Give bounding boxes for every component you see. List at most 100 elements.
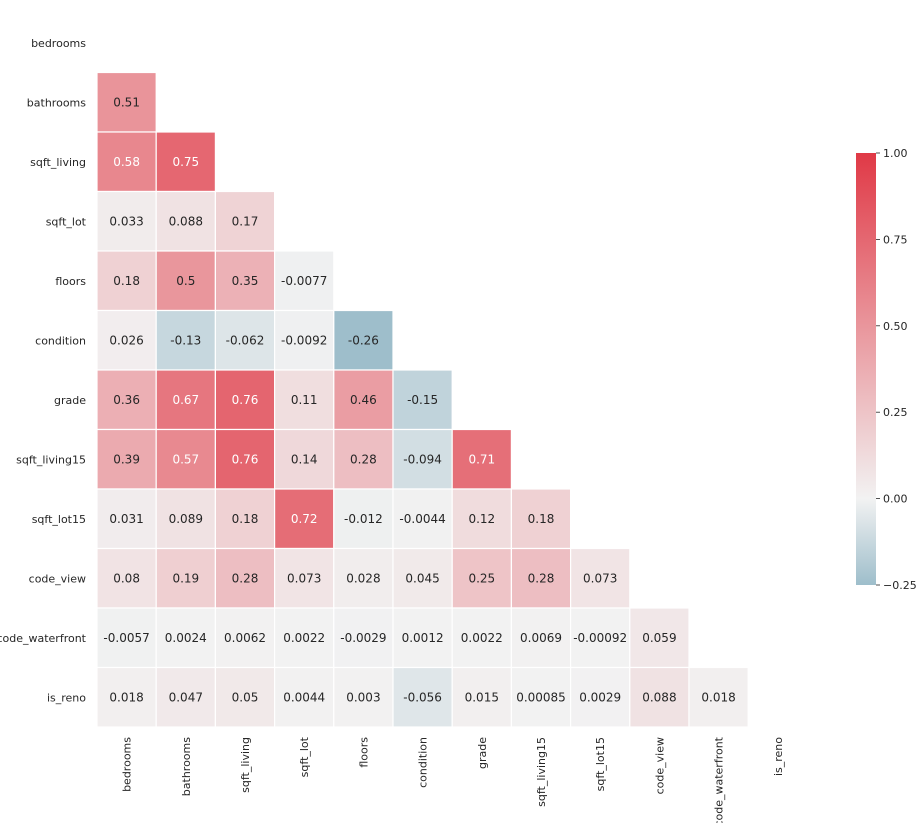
column-tick-label: sqft_lot — [298, 736, 311, 777]
heatmap-cell-sqft_living-bathrooms — [155, 131, 216, 193]
cell-value-label: 0.0029 — [579, 690, 621, 704]
cell-value-label: 0.089 — [169, 512, 203, 526]
cell-value-label: -0.062 — [226, 333, 265, 347]
cell-value-label: 0.35 — [232, 274, 259, 288]
cell-value-label: 0.67 — [172, 393, 199, 407]
heatmap-cell-sqft_living15-bathrooms — [155, 428, 216, 490]
column-tick-label: grade — [476, 737, 489, 769]
cell-value-label: -0.00092 — [573, 631, 627, 645]
cell-value-label: 0.19 — [172, 571, 199, 585]
row-tick-label: code_waterfront — [0, 632, 87, 645]
cell-value-label: 0.36 — [113, 393, 140, 407]
cell-value-label: 0.059 — [642, 631, 676, 645]
cell-value-label: 0.026 — [109, 333, 143, 347]
heatmap-cell-is_reno-code_waterfront — [688, 666, 749, 728]
cell-value-label: -0.26 — [348, 333, 379, 347]
heatmap-cell-code_view-sqft_living — [214, 547, 276, 609]
cell-value-label: 0.11 — [291, 393, 318, 407]
heatmap-cell-sqft_living15-grade — [451, 428, 513, 490]
cell-value-label: 0.51 — [113, 95, 140, 109]
column-tick-label: bathrooms — [180, 737, 193, 796]
heatmap-cell-sqft_lot15-sqft_living — [214, 488, 276, 550]
heatmap-cell-grade-bedrooms — [96, 369, 157, 431]
heatmap-cell-grade-condition — [392, 369, 453, 431]
cell-value-label: 0.0062 — [224, 631, 266, 645]
cell-value-label: 0.12 — [468, 512, 495, 526]
cell-value-label: 0.72 — [291, 512, 318, 526]
heatmap-cell-is_reno-sqft_lot — [274, 666, 335, 728]
column-tick-label: code_waterfront — [713, 736, 726, 823]
colorbar-tick-label: 0.25 — [883, 406, 908, 419]
cell-value-label: 0.76 — [232, 452, 259, 466]
colorbar-tick-label: −0.25 — [883, 579, 917, 592]
column-tick-label: sqft_living15 — [535, 737, 548, 807]
column-tick-label: sqft_lot15 — [594, 737, 607, 791]
cell-value-label: 0.46 — [350, 393, 377, 407]
row-tick-label: condition — [35, 334, 86, 347]
heatmap-cell-condition-sqft_lot — [274, 309, 335, 371]
heatmap-cell-grade-bathrooms — [155, 369, 216, 431]
colorbar-tick-label: 0.75 — [883, 233, 908, 246]
heatmap-cell-code_waterfront-condition — [392, 607, 453, 669]
cell-value-label: -0.0044 — [399, 512, 445, 526]
cell-value-label: 0.018 — [109, 690, 143, 704]
row-tick-label: grade — [54, 394, 86, 407]
heatmap-cell-condition-bathrooms — [155, 309, 216, 371]
cell-value-label: 0.18 — [528, 512, 555, 526]
cell-value-label: -0.012 — [344, 512, 383, 526]
cell-value-label: 0.031 — [109, 512, 143, 526]
cell-value-label: -0.056 — [403, 690, 442, 704]
cell-value-label: -0.13 — [170, 333, 201, 347]
row-tick-label: sqft_living15 — [16, 453, 86, 466]
colorbar-tick-label: 1.00 — [883, 147, 908, 160]
cell-value-label: 0.0024 — [165, 631, 207, 645]
cell-value-label: 0.0069 — [520, 631, 562, 645]
cell-value-label: 0.033 — [109, 214, 143, 228]
cell-value-label: 0.00085 — [516, 690, 566, 704]
heatmap-cell-code_view-sqft_lot15 — [569, 547, 631, 609]
heatmap-cell-bathrooms-bedrooms — [96, 71, 157, 133]
cell-value-label: 0.17 — [232, 214, 259, 228]
heatmap-cell-sqft_lot15-sqft_living15 — [510, 488, 572, 550]
cell-value-label: 0.71 — [468, 452, 495, 466]
heatmap-cell-is_reno-bedrooms — [96, 666, 157, 728]
heatmap-cell-is_reno-sqft_lot15 — [569, 666, 631, 728]
cell-value-label: 0.39 — [113, 452, 140, 466]
column-tick-label: is_reno — [772, 737, 785, 776]
cell-value-label: 0.015 — [465, 690, 499, 704]
row-tick-label: sqft_lot — [46, 215, 87, 228]
cell-value-label: 0.14 — [291, 452, 318, 466]
cell-value-label: 0.018 — [701, 690, 735, 704]
row-tick-label: bathrooms — [27, 96, 86, 109]
column-tick-label: bedrooms — [121, 737, 134, 792]
cell-value-label: 0.75 — [172, 155, 199, 169]
heatmap-cell-code_waterfront-sqft_lot15 — [569, 607, 631, 669]
heatmap-cell-grade-floors — [333, 369, 394, 431]
cell-value-label: 0.5 — [176, 274, 195, 288]
heatmap-cell-code_waterfront-bathrooms — [155, 607, 216, 669]
colorbar-gradient — [856, 153, 876, 585]
heatmap-cell-sqft_lot-sqft_living — [214, 190, 276, 252]
cell-value-label: 0.047 — [169, 690, 203, 704]
cell-value-label: 0.0012 — [402, 631, 444, 645]
heatmap-cell-is_reno-condition — [392, 666, 453, 728]
cell-value-label: -0.0077 — [281, 274, 327, 288]
cell-value-label: 0.045 — [405, 571, 439, 585]
cell-value-label: 0.58 — [113, 155, 140, 169]
cell-value-label: 0.28 — [232, 571, 259, 585]
heatmap-cell-floors-bathrooms — [155, 250, 216, 312]
cell-value-label: -0.0092 — [281, 333, 327, 347]
cell-value-label: 0.25 — [468, 571, 495, 585]
cell-value-label: -0.0029 — [340, 631, 386, 645]
cell-value-label: -0.15 — [407, 393, 438, 407]
heatmap-cell-code_waterfront-sqft_living15 — [510, 607, 572, 669]
heatmap-cell-code_waterfront-floors — [333, 607, 394, 669]
row-tick-label: floors — [55, 275, 86, 288]
heatmap-cell-is_reno-grade — [451, 666, 513, 728]
row-tick-label: sqft_lot15 — [32, 513, 86, 526]
heatmap-cell-is_reno-bathrooms — [155, 666, 216, 728]
heatmap-cell-code_view-grade — [451, 547, 513, 609]
cell-value-label: 0.08 — [113, 571, 140, 585]
cell-value-label: 0.76 — [232, 393, 259, 407]
